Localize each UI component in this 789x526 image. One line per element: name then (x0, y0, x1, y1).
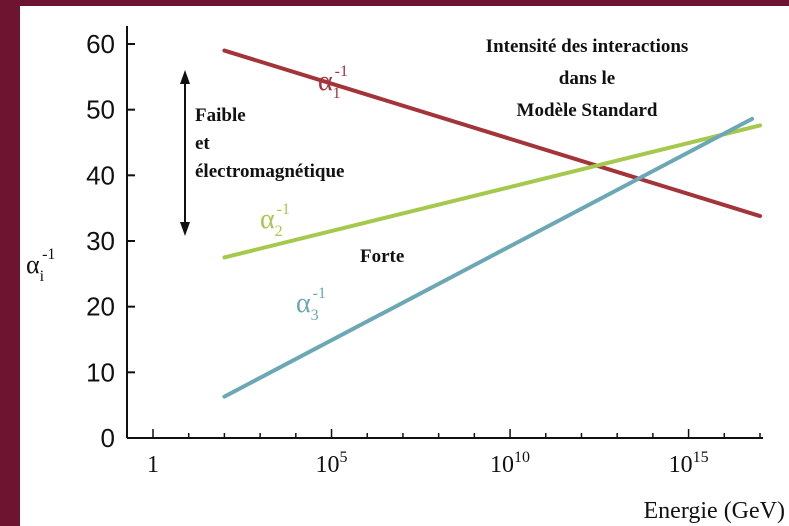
x-tick-label: 1010 (490, 449, 530, 478)
series-label-sub: 2 (275, 223, 283, 240)
y-axis-label: αi -1 (26, 246, 55, 285)
y-axis-label-sup: -1 (42, 246, 55, 263)
y-axis-label-sub: i (40, 268, 45, 285)
x-tick-exponent: 5 (340, 449, 348, 466)
y-tick-label: 10 (86, 357, 115, 387)
y-tick-label: 40 (86, 160, 115, 190)
y-tick-label: 30 (86, 226, 115, 256)
annotation-weak-line-3: électromagnétique (195, 161, 345, 182)
x-tick-base: 10 (669, 452, 693, 478)
series-label-1: α1 -1 (318, 63, 348, 102)
series-label-main: α (296, 288, 311, 319)
chart-title-line-3: Modèle Standard (517, 100, 658, 121)
annotation-weak-line-2: et (195, 133, 210, 154)
series-label-sub: 3 (311, 307, 319, 324)
series-label-2: α2 -1 (260, 201, 290, 240)
x-tick-label: 105 (316, 449, 348, 478)
x-tick-exponent: 15 (693, 449, 709, 466)
annotation-strong: Forte (360, 246, 404, 267)
annotation-weak-line-1: Faible (195, 105, 246, 126)
series-line-2 (222, 123, 762, 260)
y-tick-label: 50 (86, 95, 115, 125)
series-labels: α1-1α2-1α3-1 (260, 63, 348, 324)
y-ticks: 0 10 20 30 40 50 60 (86, 29, 135, 453)
series-label-main: α (318, 66, 333, 97)
x-tick-exponent: 10 (514, 449, 530, 466)
series-lines (222, 48, 762, 399)
series-label-sup: -1 (277, 201, 290, 218)
series-label-3: α3 -1 (296, 285, 326, 324)
chart-panel: 0 10 20 30 40 50 60 1 105 1010 1015 α1-1 α2-1 α3-1 … (20, 6, 789, 526)
chart-title-line-1: Intensité des interactions (486, 36, 689, 57)
x-tick-base: 1 (147, 452, 159, 478)
chart-title-line-2: dans le (559, 68, 616, 89)
x-axis-label: Energie (GeV) (644, 498, 786, 524)
x-tick-base: 10 (316, 452, 340, 478)
x-ticks: 1 105 1010 1015 (147, 429, 761, 478)
series-label-sup: -1 (313, 285, 326, 302)
x-tick-label: 1 (147, 452, 159, 478)
y-tick-label: 0 (101, 423, 115, 453)
x-tick-base: 10 (490, 452, 514, 478)
series-label-sub: 1 (333, 85, 341, 102)
range-arrow-head-up (180, 70, 190, 84)
y-tick-label: 20 (86, 292, 115, 322)
series-label-sup: -1 (335, 63, 348, 80)
series-line-1 (222, 48, 762, 219)
y-tick-label: 60 (86, 29, 115, 59)
series-line-3 (222, 116, 755, 399)
y-axis-label-main: α (26, 250, 40, 279)
x-tick-label: 1015 (669, 449, 709, 478)
series-label-main: α (260, 204, 275, 235)
range-arrow-head-down (180, 222, 190, 236)
